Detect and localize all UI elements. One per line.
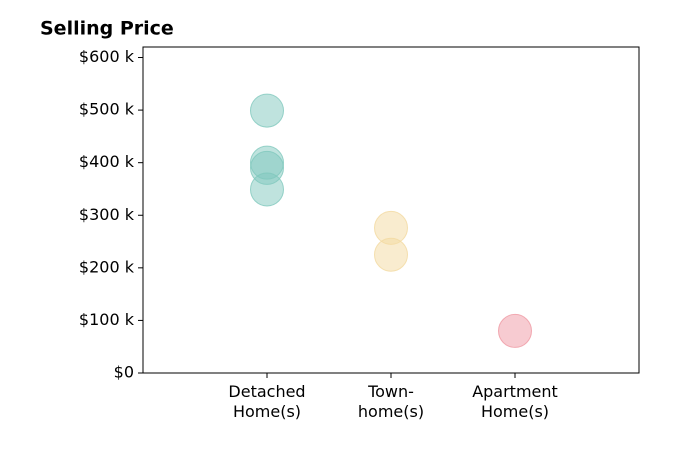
- y-tick-label: $500 k: [79, 100, 135, 119]
- x-tick-label: Detached Home(s): [228, 382, 305, 421]
- y-tick-label: $200 k: [79, 257, 135, 276]
- x-tick-label: Apartment Home(s): [472, 382, 558, 421]
- chart-title: Selling Price: [40, 18, 174, 40]
- point: [250, 93, 284, 128]
- point: [250, 172, 284, 207]
- y-tick-label: $300 k: [79, 205, 135, 224]
- point: [498, 313, 532, 348]
- y-tick-label: $600 k: [79, 47, 135, 66]
- plot-frame: [142, 46, 640, 374]
- y-tick-label: $400 k: [79, 152, 135, 171]
- point: [374, 237, 408, 272]
- x-tick-label: Town-home(s): [358, 382, 424, 421]
- y-tick-label: $0: [114, 363, 134, 382]
- y-tick-label: $100 k: [79, 310, 135, 329]
